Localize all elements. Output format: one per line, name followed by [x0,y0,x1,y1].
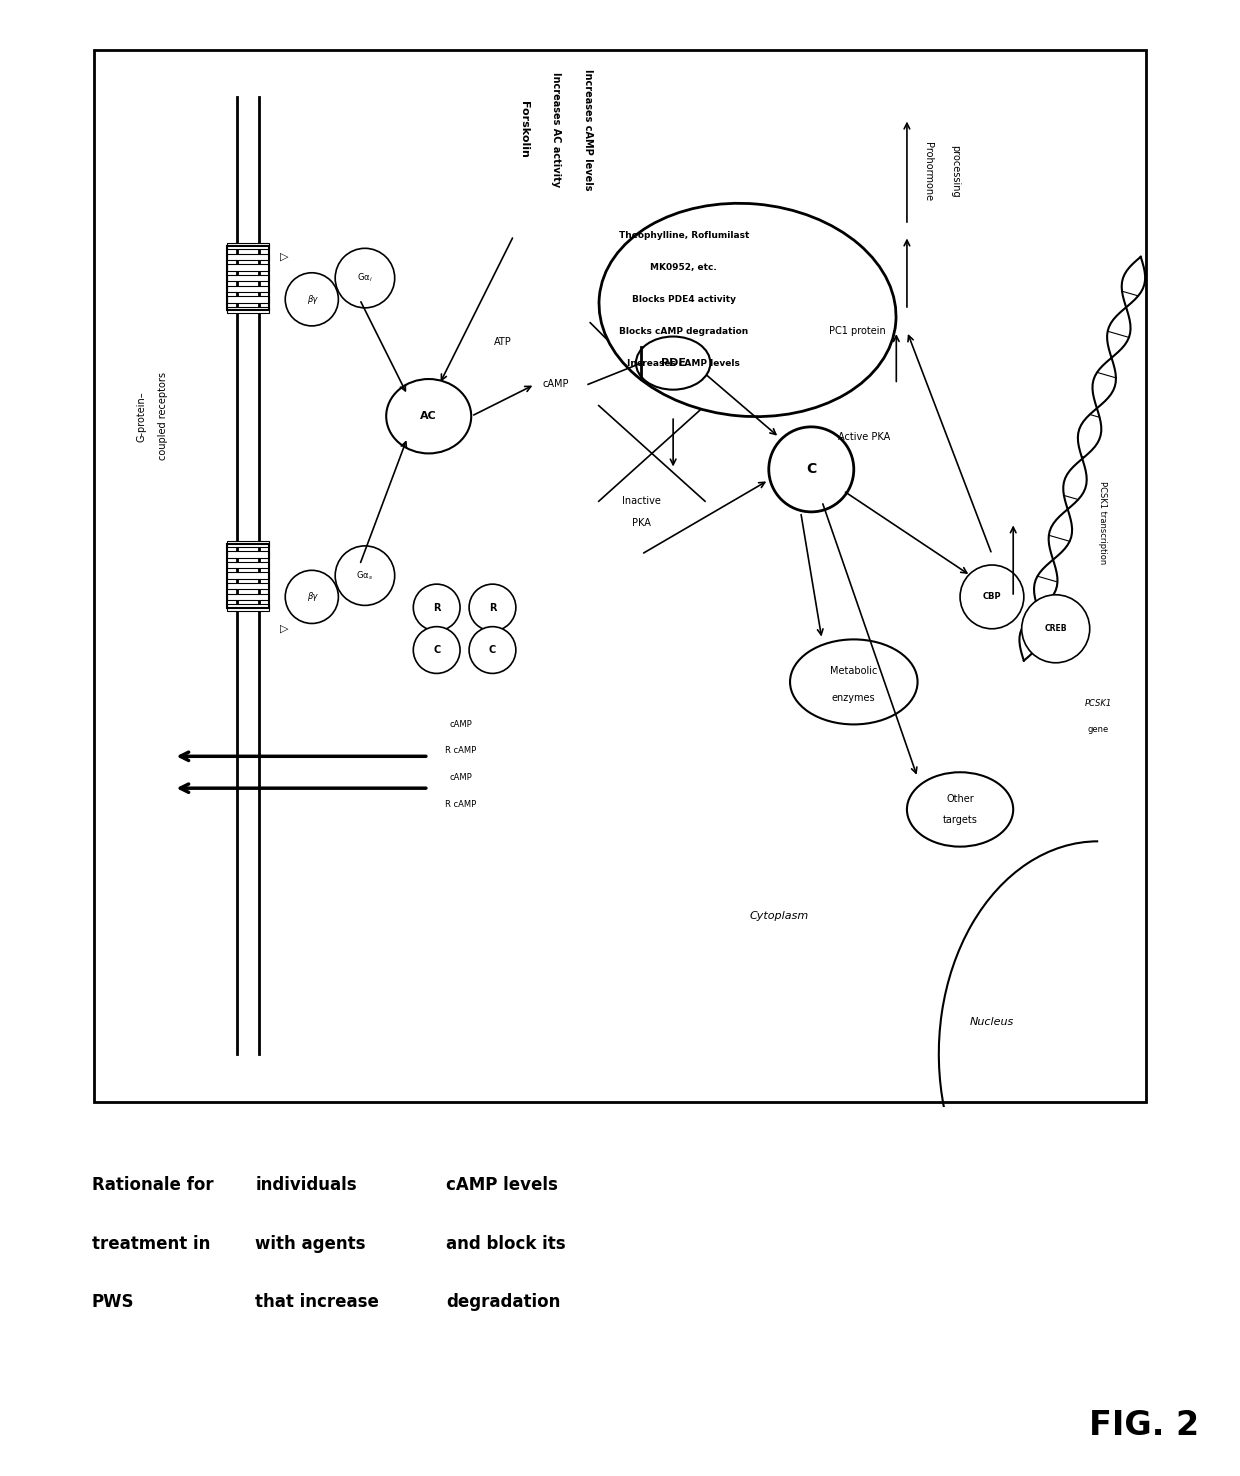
Text: AC: AC [420,412,436,421]
Ellipse shape [386,379,471,453]
Text: ATP: ATP [495,337,512,347]
Circle shape [1022,595,1090,663]
Text: targets: targets [942,815,977,825]
Text: CBP: CBP [982,592,1001,601]
Circle shape [469,627,516,673]
Text: Cytoplasm: Cytoplasm [750,911,808,921]
Text: degradation: degradation [446,1293,560,1311]
Text: ▷: ▷ [280,624,289,633]
Text: processing: processing [950,146,960,198]
Text: ▷: ▷ [280,252,289,261]
Ellipse shape [599,204,897,416]
Text: Active PKA: Active PKA [838,432,890,443]
FancyBboxPatch shape [94,50,1146,1101]
Text: Gα$_i$: Gα$_i$ [357,272,373,285]
Text: CREB: CREB [1044,624,1066,633]
Text: that increase: that increase [255,1293,379,1311]
Text: and block its: and block its [446,1235,565,1253]
Text: Blocks PDE4 activity: Blocks PDE4 activity [631,295,735,304]
Circle shape [335,248,394,308]
Text: C: C [806,462,816,477]
Ellipse shape [636,337,711,390]
Circle shape [769,427,854,512]
Text: R cAMP: R cAMP [445,747,476,756]
Text: Metabolic: Metabolic [830,666,878,676]
Text: cAMP: cAMP [449,773,472,782]
Bar [227,285,269,292]
Text: Nucleus: Nucleus [970,1017,1014,1027]
Circle shape [285,570,339,623]
Text: C: C [433,645,440,655]
Text: with agents: with agents [255,1235,366,1253]
Text: Inactive: Inactive [621,496,661,506]
Text: PCSK1: PCSK1 [1085,698,1112,707]
Bar [227,573,269,579]
Bar [227,275,269,282]
Text: PC1 protein: PC1 protein [828,326,885,337]
Text: R: R [489,602,496,613]
Circle shape [469,584,516,630]
Text: βγ: βγ [306,295,317,304]
Bar [227,562,269,568]
Bar [227,583,269,589]
Text: Other: Other [946,794,973,804]
Text: Increases cAMP levels: Increases cAMP levels [583,68,593,190]
Circle shape [285,273,339,326]
Circle shape [960,565,1024,629]
Text: Forskolin: Forskolin [520,100,529,158]
Text: PKA: PKA [632,518,651,527]
Text: MK0952, etc.: MK0952, etc. [651,263,717,272]
Text: coupled receptors: coupled receptors [157,372,169,461]
Bar [227,244,269,249]
Text: Rationale for: Rationale for [92,1176,213,1194]
Text: PWS: PWS [92,1293,134,1311]
Text: PDE: PDE [661,359,686,368]
Text: Theophylline, Roflumilast: Theophylline, Roflumilast [619,232,749,241]
Text: Gα$_s$: Gα$_s$ [356,570,373,582]
Bar [227,540,269,548]
Bar [227,264,269,270]
Ellipse shape [906,772,1013,847]
Bar [227,551,269,558]
Text: gene: gene [1087,725,1109,734]
Text: individuals: individuals [255,1176,357,1194]
Text: βγ: βγ [306,592,317,601]
Circle shape [413,627,460,673]
Text: Blocks cAMP degradation: Blocks cAMP degradation [619,326,749,335]
Bar [227,593,269,601]
Bar [227,604,269,611]
Text: R cAMP: R cAMP [445,800,476,809]
Text: cAMP levels: cAMP levels [446,1176,558,1194]
Text: Prohormone: Prohormone [924,142,934,201]
Text: PCSK1 transcription: PCSK1 transcription [1099,481,1107,564]
Bar [227,307,269,313]
Text: C: C [489,645,496,655]
Text: enzymes: enzymes [832,692,875,703]
Bar [227,297,269,303]
Text: G-protein–: G-protein– [136,391,146,441]
Circle shape [335,546,394,605]
Bar [227,254,269,260]
Text: cAMP: cAMP [449,720,472,729]
Text: Increases AC activity: Increases AC activity [552,72,562,187]
Text: treatment in: treatment in [92,1235,210,1253]
Text: cAMP: cAMP [543,379,569,390]
Ellipse shape [790,639,918,725]
Text: FIG. 2: FIG. 2 [1090,1410,1199,1442]
Text: Increases cAMP levels: Increases cAMP levels [627,359,740,368]
Text: R: R [433,602,440,613]
Circle shape [413,584,460,630]
